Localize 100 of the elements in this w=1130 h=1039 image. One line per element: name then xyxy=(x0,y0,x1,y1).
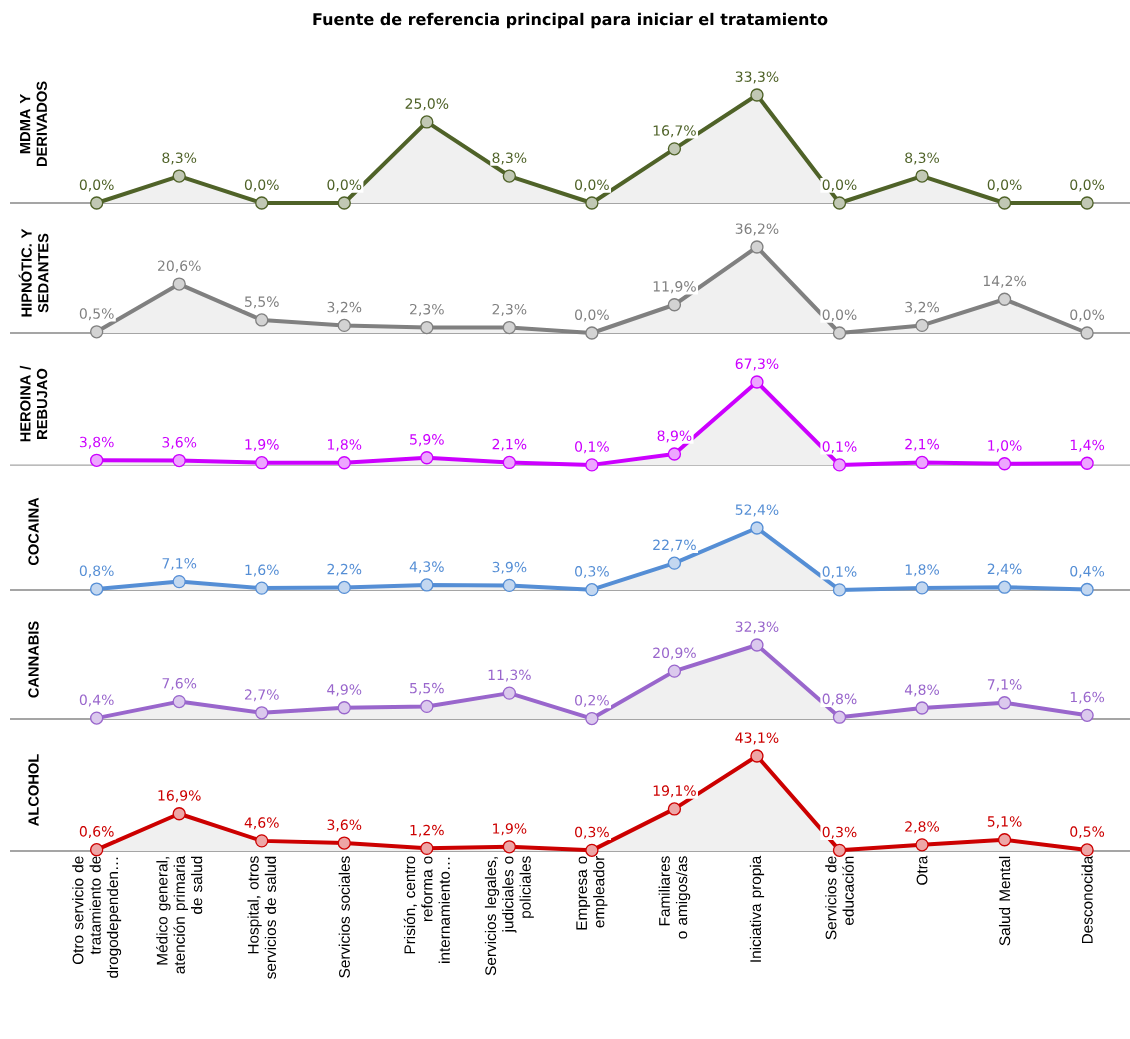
point xyxy=(585,458,599,472)
data-label: 52,4% xyxy=(735,504,779,517)
data-label: 4,8% xyxy=(904,684,940,697)
point xyxy=(89,711,104,725)
point xyxy=(997,580,1012,594)
point xyxy=(255,313,269,327)
data-label: 0,1% xyxy=(822,441,857,454)
point xyxy=(420,115,434,129)
data-label: 67,3% xyxy=(735,358,779,371)
data-label: 0,3% xyxy=(575,566,609,579)
data-label: 11,9% xyxy=(653,281,696,294)
x-tick-label: Prisión, centro reforma o internamiento… xyxy=(403,856,450,963)
data-label: 8,3% xyxy=(162,152,197,165)
x-tick-label: Otra xyxy=(916,855,928,885)
point xyxy=(585,326,599,340)
data-label: 1,0% xyxy=(988,440,1022,453)
point xyxy=(832,196,847,210)
x-tick-label: Otro servicio de tratamiento de drogodependen… xyxy=(72,856,122,978)
data-label: 8,9% xyxy=(657,430,692,443)
data-label: 3,9% xyxy=(492,561,527,574)
x-tick-label: Servicios sociales xyxy=(338,856,350,978)
data-label: 0,1% xyxy=(575,441,609,454)
y-axis-title: HIPNÓTIC. Y SEDANTES xyxy=(18,228,49,317)
data-label: 4,9% xyxy=(327,684,362,697)
data-label: 0,0% xyxy=(79,179,114,192)
point xyxy=(255,706,269,720)
point xyxy=(337,701,351,715)
point xyxy=(997,292,1012,306)
point xyxy=(915,455,929,470)
point xyxy=(832,583,847,597)
data-label: 3,6% xyxy=(162,436,197,449)
data-label: 0,6% xyxy=(79,826,114,839)
data-label: 8,3% xyxy=(492,152,527,165)
point xyxy=(502,455,517,470)
point xyxy=(502,578,517,593)
data-label: 0,0% xyxy=(327,179,362,192)
point xyxy=(915,318,929,333)
data-label: 16,9% xyxy=(158,790,201,803)
data-label: 2,1% xyxy=(492,438,527,451)
point xyxy=(667,802,682,816)
point xyxy=(420,451,434,465)
data-label: 5,9% xyxy=(410,434,444,447)
data-label: 22,7% xyxy=(653,539,696,552)
data-label: 0,0% xyxy=(987,179,1022,192)
point xyxy=(337,318,351,333)
point xyxy=(337,836,351,850)
data-label: 4,6% xyxy=(244,817,279,830)
point xyxy=(1080,843,1094,857)
point xyxy=(172,453,186,468)
point xyxy=(915,169,929,183)
data-label: 2,4% xyxy=(987,563,1022,576)
point xyxy=(420,841,434,856)
point xyxy=(915,701,929,715)
point xyxy=(750,638,764,652)
data-label: 7,6% xyxy=(162,677,197,690)
data-label: 20,6% xyxy=(157,260,201,273)
data-label: 14,2% xyxy=(983,275,1027,288)
data-label: 0,0% xyxy=(575,179,609,192)
x-tick-label: Hospital, otros servicios de salud xyxy=(247,856,277,979)
data-label: 8,3% xyxy=(905,152,940,165)
data-label: 25,0% xyxy=(405,98,449,111)
data-label: 0,1% xyxy=(822,566,857,579)
point xyxy=(997,696,1012,710)
point xyxy=(585,843,599,858)
y-axis-title: MDMA Y DERIVADOS xyxy=(20,81,47,167)
data-label: 3,2% xyxy=(905,301,940,314)
data-label: 0,0% xyxy=(822,309,857,322)
point xyxy=(667,298,682,312)
point xyxy=(502,169,517,183)
point xyxy=(832,843,847,858)
point xyxy=(255,455,269,470)
data-label: 1,4% xyxy=(1070,439,1105,452)
x-tick-label: Servicios legales, judiciales o policiales xyxy=(484,856,534,976)
point xyxy=(832,458,847,472)
data-label: 0,4% xyxy=(1070,565,1105,578)
data-label: 7,1% xyxy=(162,557,197,571)
data-label: 3,8% xyxy=(79,436,114,449)
data-label: 3,6% xyxy=(327,819,362,832)
point xyxy=(255,196,269,210)
data-label: 5,5% xyxy=(410,682,444,695)
point xyxy=(915,838,929,852)
point xyxy=(89,582,104,596)
data-label: 2,8% xyxy=(905,821,940,834)
data-label: 1,9% xyxy=(245,439,279,452)
data-label: 33,3% xyxy=(735,71,779,84)
data-label: 0,0% xyxy=(575,309,609,322)
data-label: 0,5% xyxy=(1070,826,1105,839)
point xyxy=(750,375,764,389)
data-label: 0,4% xyxy=(79,694,114,707)
point xyxy=(255,581,269,595)
point xyxy=(172,694,186,709)
point xyxy=(585,582,599,597)
point xyxy=(667,142,682,156)
data-label: 1,2% xyxy=(410,824,444,837)
point xyxy=(337,580,351,595)
data-label: 11,3% xyxy=(488,669,531,682)
data-label: 0,3% xyxy=(575,826,609,839)
point xyxy=(172,277,186,291)
y-axis-title: HEROINA / REBUJAO xyxy=(19,365,48,442)
y-axis-title: ALCOHOL xyxy=(28,754,39,826)
